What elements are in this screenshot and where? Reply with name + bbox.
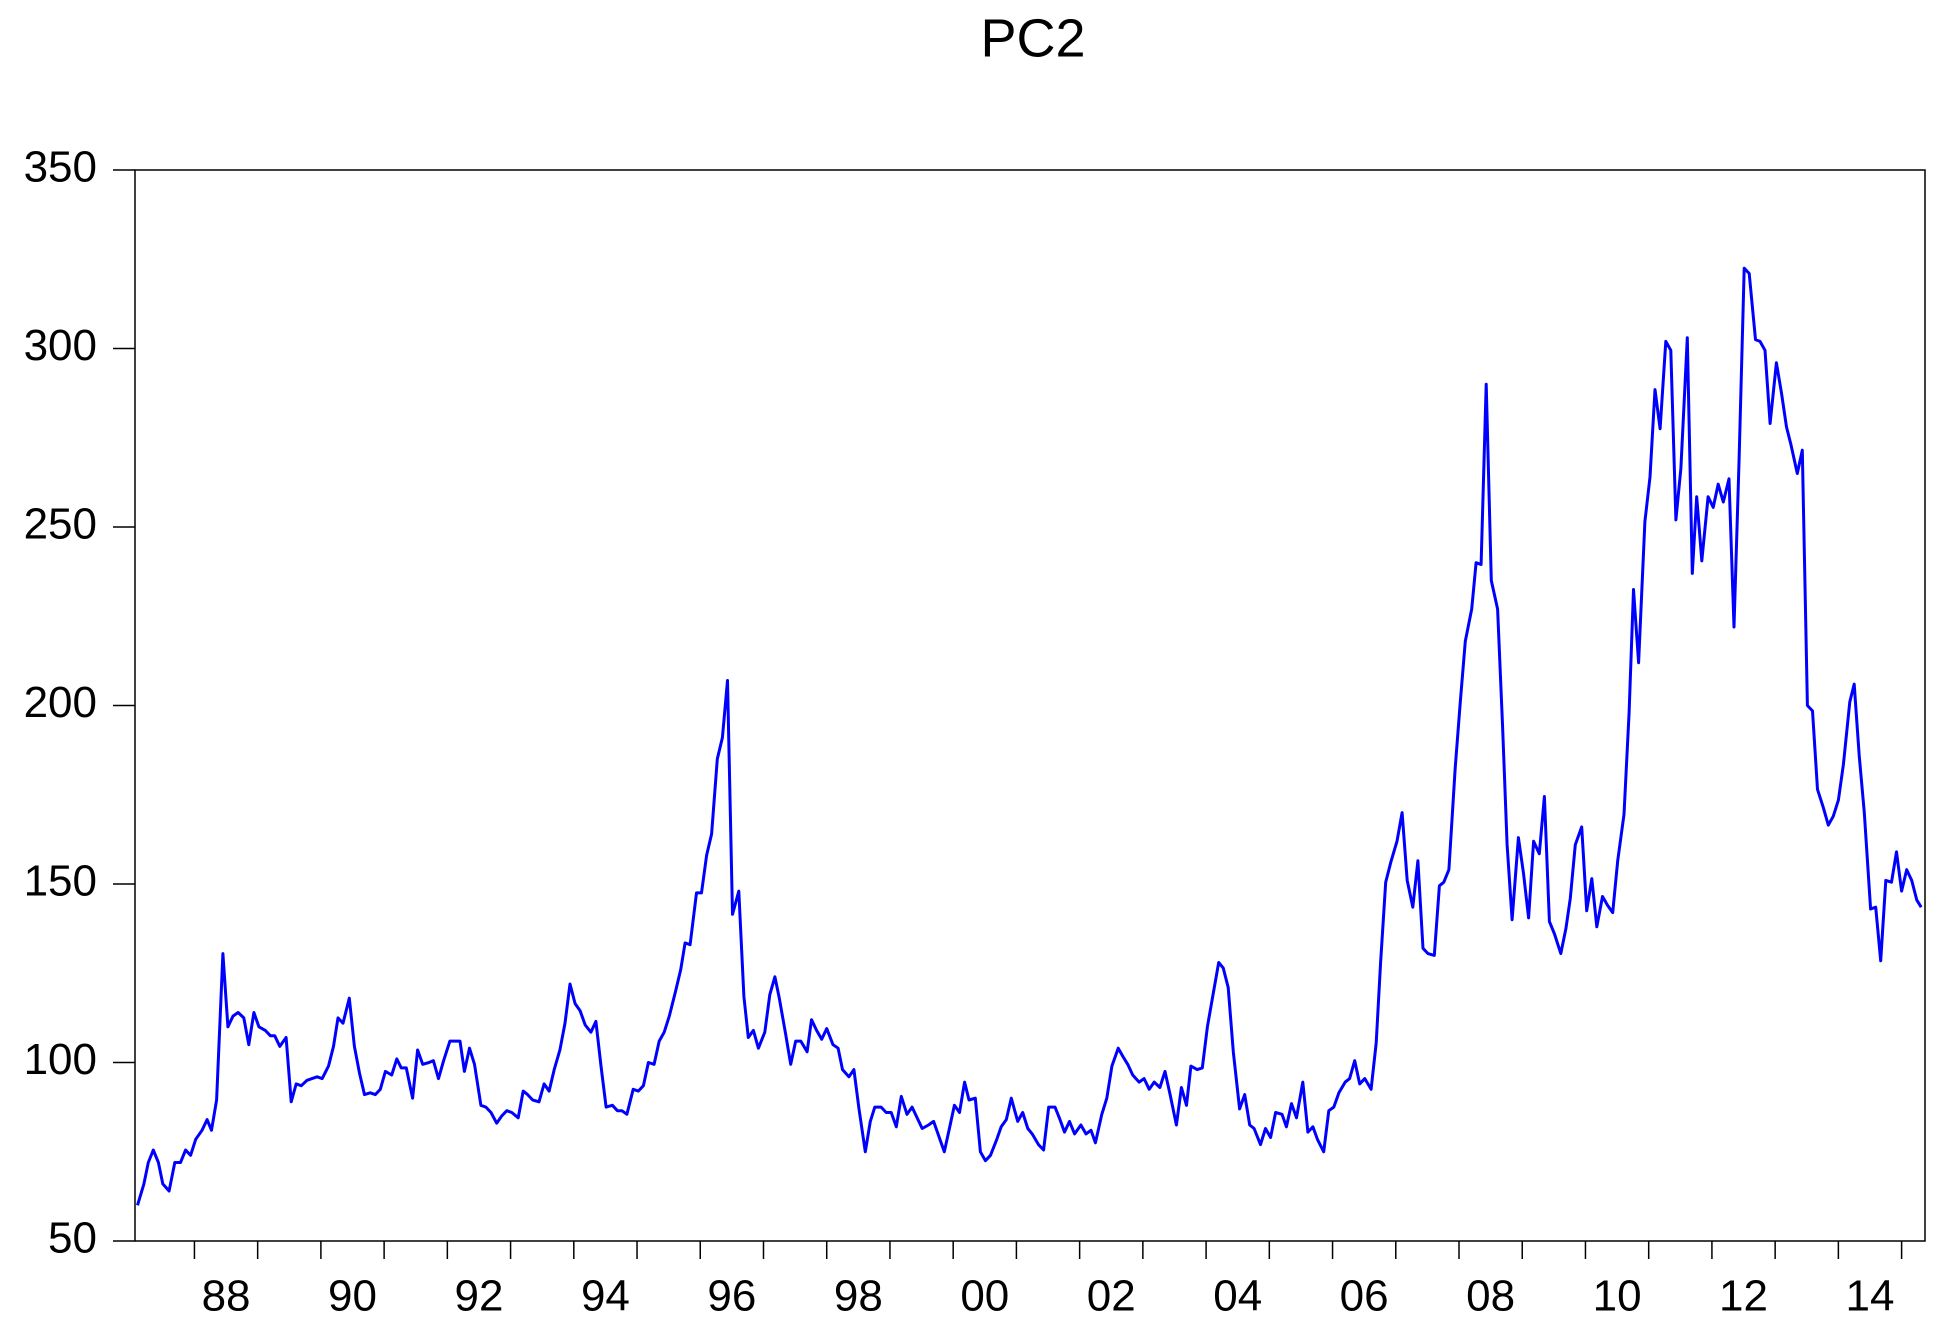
y-tick-label: 250 (24, 500, 97, 549)
x-tick-label: 96 (707, 1272, 756, 1321)
x-tick-label: 98 (834, 1272, 883, 1321)
x-tick-label: 94 (581, 1272, 630, 1321)
x-tick-label: 14 (1846, 1272, 1895, 1321)
x-tick-label: 00 (960, 1272, 1009, 1321)
y-tick-label: 200 (24, 678, 97, 727)
y-tick-label: 100 (24, 1035, 97, 1084)
x-tick-label: 08 (1466, 1272, 1515, 1321)
y-tick-label: 350 (24, 143, 97, 192)
y-tick-label: 150 (24, 857, 97, 906)
x-tick-label: 02 (1087, 1272, 1136, 1321)
y-tick-label: 50 (48, 1214, 97, 1263)
x-tick-label: 88 (202, 1272, 251, 1321)
x-tick-label: 12 (1719, 1272, 1768, 1321)
data-line (136, 266, 1923, 1206)
y-tick-label: 300 (24, 321, 97, 370)
x-tick-label: 04 (1213, 1272, 1262, 1321)
x-tick-label: 10 (1593, 1272, 1642, 1321)
x-tick-label: 06 (1340, 1272, 1389, 1321)
x-tick-label: 92 (454, 1272, 503, 1321)
chart-title: PC2 (980, 8, 1085, 68)
x-tick-label: 90 (328, 1272, 377, 1321)
